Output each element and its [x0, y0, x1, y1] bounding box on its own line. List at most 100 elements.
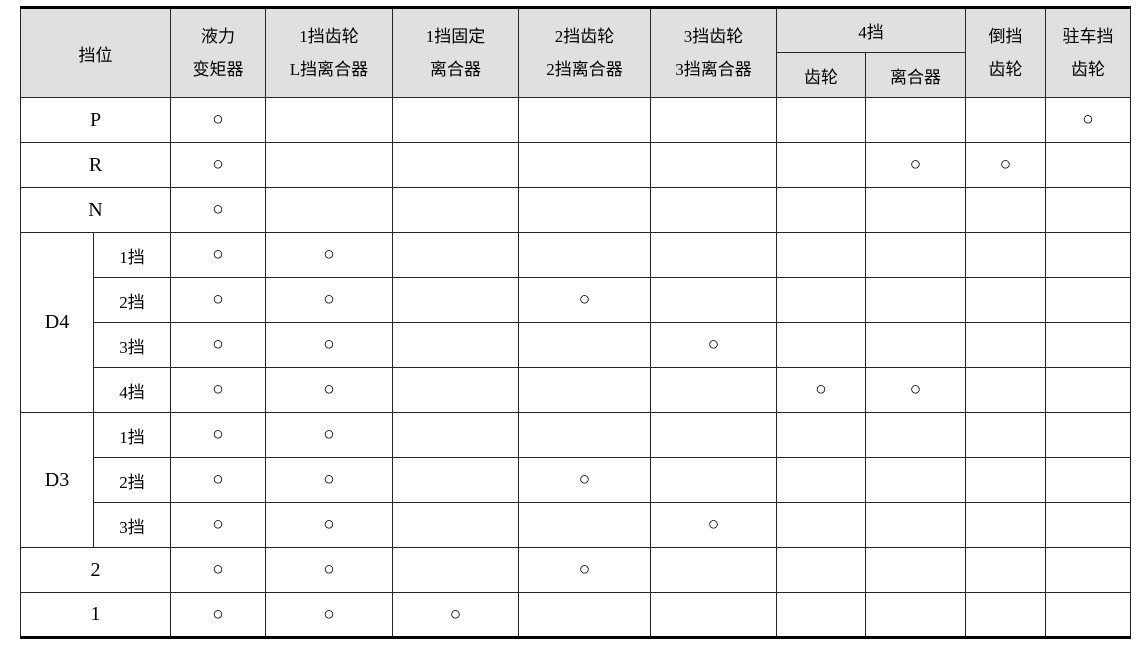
empty-cell	[392, 322, 519, 368]
engaged-mark: ○	[265, 502, 393, 548]
empty-cell	[1045, 592, 1131, 638]
header-parking-gear: 驻车挡 齿轮	[1045, 7, 1131, 98]
empty-cell	[776, 502, 866, 548]
empty-cell	[776, 547, 866, 593]
empty-cell	[265, 142, 393, 188]
empty-cell	[1045, 322, 1131, 368]
engaged-mark: ○	[865, 367, 966, 413]
header-line: 驻车挡	[1062, 26, 1114, 46]
row-label: N	[20, 187, 171, 233]
engaged-mark: ○	[170, 457, 266, 503]
empty-cell	[776, 412, 866, 458]
header-line: 离合器	[430, 60, 481, 79]
header-line: 3挡离合器	[675, 60, 752, 79]
empty-cell	[265, 187, 393, 233]
empty-cell	[965, 187, 1046, 233]
empty-cell	[965, 547, 1046, 593]
sub-gear-label: 3挡	[93, 502, 171, 548]
table-row: N ○	[20, 187, 1131, 233]
empty-cell	[965, 322, 1046, 368]
table-row: P ○ ○	[20, 97, 1131, 143]
header-reverse-gear: 倒挡 齿轮	[965, 7, 1046, 98]
table-row: 2挡 ○ ○ ○	[21, 457, 1131, 503]
sub-gear-label: 1挡	[93, 232, 171, 278]
empty-cell	[965, 412, 1046, 458]
empty-cell	[1045, 232, 1131, 278]
empty-cell	[865, 322, 966, 368]
engaged-mark: ○	[170, 232, 266, 278]
engaged-mark: ○	[865, 142, 966, 188]
sub-gear-label: 4挡	[93, 367, 171, 413]
header-line: 液力	[201, 26, 235, 46]
empty-cell	[518, 592, 651, 638]
empty-cell	[392, 232, 519, 278]
empty-cell	[392, 412, 519, 458]
table-row: 1 ○ ○ ○	[20, 592, 1131, 638]
table-row: 2挡 ○ ○ ○	[21, 277, 1131, 323]
engaged-mark: ○	[265, 322, 393, 368]
row-label: R	[20, 142, 171, 188]
table-row: 3挡 ○ ○ ○	[21, 322, 1131, 368]
engaged-mark: ○	[965, 142, 1046, 188]
empty-cell	[392, 502, 519, 548]
empty-cell	[1045, 187, 1131, 233]
empty-cell	[650, 187, 777, 233]
header-line: 2挡齿轮	[554, 26, 615, 46]
empty-cell	[650, 547, 777, 593]
header-gear4: 4挡	[776, 7, 966, 53]
group-label: D3	[20, 412, 94, 548]
empty-cell	[392, 142, 519, 188]
engaged-mark: ○	[170, 592, 266, 638]
table-header: 挡位 液力 变矩器 1挡齿轮 L挡离合器 1挡固定 离合器 2挡齿轮 2挡离合器…	[20, 7, 1131, 98]
engaged-mark: ○	[776, 367, 866, 413]
header-line: 3挡齿轮	[683, 26, 744, 46]
empty-cell	[1045, 277, 1131, 323]
engaged-mark: ○	[650, 502, 777, 548]
engaged-mark: ○	[265, 232, 393, 278]
sub-gear-label: 1挡	[93, 412, 171, 458]
header-line: L挡离合器	[289, 60, 369, 79]
empty-cell	[965, 457, 1046, 503]
empty-cell	[865, 547, 966, 593]
empty-cell	[650, 142, 777, 188]
engaged-mark: ○	[265, 457, 393, 503]
empty-cell	[965, 277, 1046, 323]
engaged-mark: ○	[170, 412, 266, 458]
empty-cell	[650, 367, 777, 413]
header-torque-converter: 液力 变矩器	[170, 7, 266, 98]
empty-cell	[865, 277, 966, 323]
engaged-mark: ○	[170, 277, 266, 323]
empty-cell	[650, 232, 777, 278]
engaged-mark: ○	[518, 277, 651, 323]
empty-cell	[650, 592, 777, 638]
empty-cell	[776, 457, 866, 503]
empty-cell	[865, 97, 966, 143]
empty-cell	[518, 232, 651, 278]
empty-cell	[518, 412, 651, 458]
empty-cell	[865, 502, 966, 548]
table-row: R ○ ○ ○	[20, 142, 1131, 188]
engaged-mark: ○	[265, 592, 393, 638]
empty-cell	[776, 277, 866, 323]
header-gear1-clutch: 1挡齿轮 L挡离合器	[265, 7, 393, 98]
engaged-mark: ○	[518, 457, 651, 503]
table-row: 3挡 ○ ○ ○	[21, 502, 1131, 548]
engaged-mark: ○	[1045, 97, 1131, 143]
empty-cell	[965, 502, 1046, 548]
row-label: 1	[20, 592, 171, 638]
empty-cell	[518, 187, 651, 233]
empty-cell	[965, 592, 1046, 638]
header-line: 1挡固定	[425, 26, 486, 46]
empty-cell	[1045, 502, 1131, 548]
table-body: P ○ ○ R ○ ○ ○ N ○ D4 1挡 ○ ○ 2挡 ○ ○ ○ 3挡 ○ ○ ○ 4挡 ○ ○ ○ ○ D3 1挡 ○ ○ 2挡 ○…	[20, 97, 1131, 638]
engaged-mark: ○	[265, 277, 393, 323]
empty-cell	[518, 367, 651, 413]
empty-cell	[518, 502, 651, 548]
engaged-mark: ○	[265, 412, 393, 458]
engaged-mark: ○	[170, 502, 266, 548]
engaged-mark: ○	[170, 367, 266, 413]
engaged-mark: ○	[170, 97, 266, 143]
empty-cell	[265, 97, 393, 143]
empty-cell	[392, 367, 519, 413]
header-line: 2挡离合器	[546, 60, 623, 79]
